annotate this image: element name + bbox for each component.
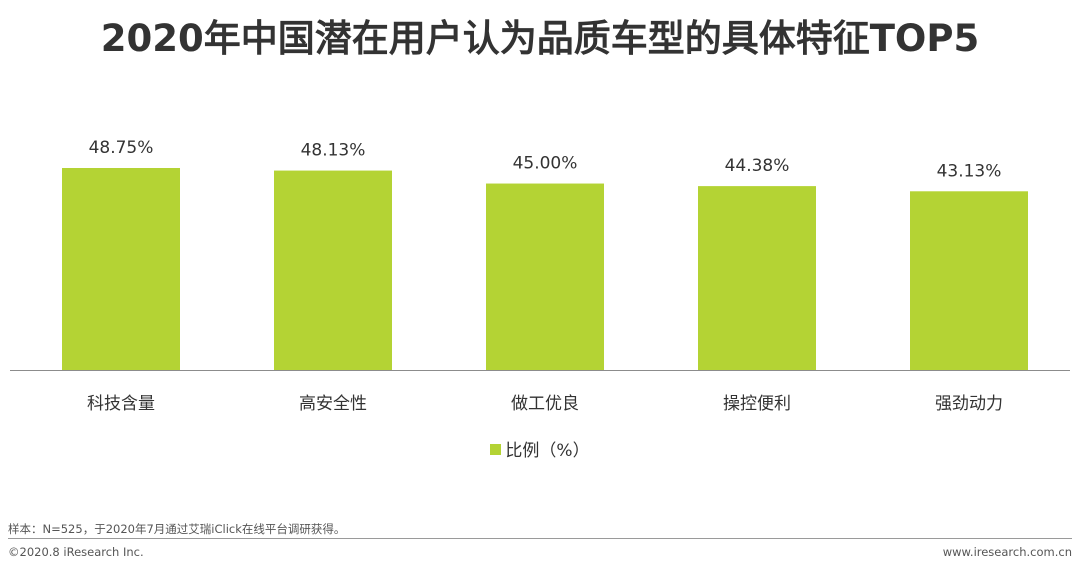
bar-3 bbox=[486, 183, 604, 370]
value-label-group: 48.75% 48.13% 45.00% 44.38% 43.13% bbox=[89, 138, 1002, 181]
category-label-4: 操控便利 bbox=[723, 394, 791, 414]
chart-title: 2020年中国潜在用户认为品质车型的具体特征TOP5 bbox=[100, 17, 980, 60]
value-label-3: 45.00% bbox=[513, 154, 578, 174]
website-text: www.iresearch.com.cn bbox=[942, 545, 1072, 559]
category-label-5: 强劲动力 bbox=[935, 394, 1003, 414]
bar-4 bbox=[698, 186, 816, 370]
bar-chart: 48.75% 48.13% 45.00% 44.38% 43.13% 科技含量 高安全性 做… bbox=[10, 138, 1070, 414]
value-label-2: 48.13% bbox=[301, 141, 366, 161]
value-label-1: 48.75% bbox=[89, 138, 154, 158]
legend-label: 比例（%） bbox=[505, 441, 590, 461]
copyright-text: ©2020.8 iResearch Inc. bbox=[8, 545, 144, 559]
sample-note: 样本：N=525，于2020年7月通过艾瑞iClick在线平台调研获得。 bbox=[8, 522, 346, 536]
footer-divider bbox=[8, 538, 1072, 539]
bar-group bbox=[62, 168, 1028, 370]
value-label-5: 43.13% bbox=[937, 161, 1002, 181]
bar-5 bbox=[910, 191, 1028, 370]
category-label-group: 科技含量 高安全性 做工优良 操控便利 强劲动力 bbox=[87, 394, 1003, 414]
category-label-2: 高安全性 bbox=[299, 394, 367, 414]
value-label-4: 44.38% bbox=[725, 156, 790, 176]
category-label-1: 科技含量 bbox=[87, 394, 155, 414]
bar-2 bbox=[274, 170, 392, 370]
legend-swatch bbox=[490, 444, 502, 455]
legend: 比例（%） bbox=[0, 436, 1080, 461]
category-label-3: 做工优良 bbox=[511, 394, 579, 414]
bar-1 bbox=[62, 168, 180, 370]
